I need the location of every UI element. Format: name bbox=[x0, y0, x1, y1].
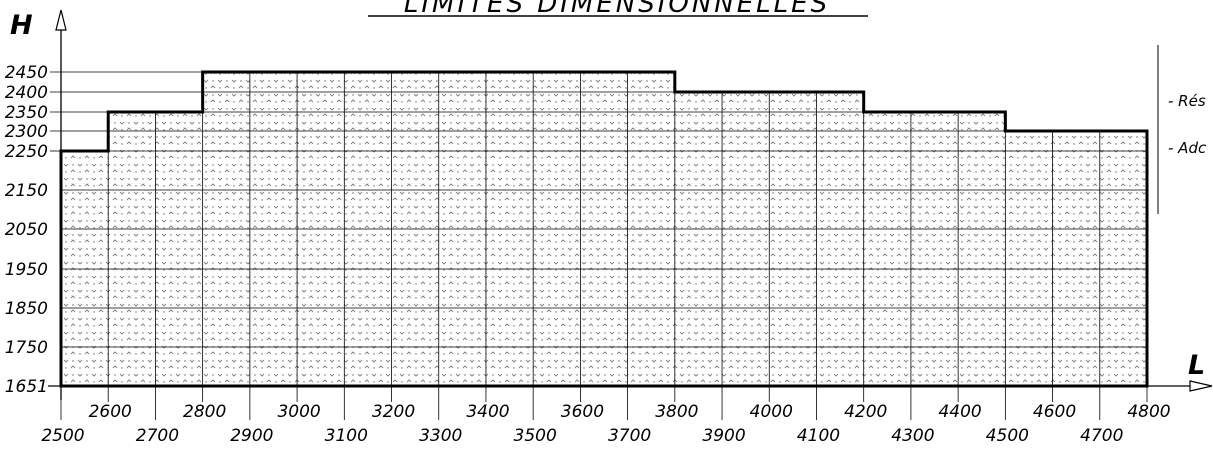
x-tick-label-3200: 3200 bbox=[372, 402, 415, 422]
x-tick-label-4200: 4200 bbox=[844, 402, 887, 422]
x-tick-label-3700: 3700 bbox=[608, 426, 651, 446]
x-tick-label-3100: 3100 bbox=[325, 426, 368, 446]
area-step-6 bbox=[1005, 131, 1147, 386]
envelope-outline bbox=[59, 70, 1149, 388]
x-axis-label: L bbox=[1188, 350, 1205, 381]
x-tick-label-3900: 3900 bbox=[702, 426, 745, 446]
y-tick-label-2250: 2250 bbox=[5, 142, 48, 162]
x-tick-label-2600: 2600 bbox=[89, 402, 132, 422]
x-tick-label-3600: 3600 bbox=[561, 402, 604, 422]
x-tick-label-2900: 2900 bbox=[230, 426, 273, 446]
y-tick-label-2350: 2350 bbox=[5, 103, 48, 123]
y-tick-label-1850: 1850 bbox=[5, 299, 48, 319]
x-tick-label-2800: 2800 bbox=[183, 402, 226, 422]
legend-item-1: - Rés bbox=[1168, 92, 1206, 110]
y-tick-label-2300: 2300 bbox=[5, 122, 48, 142]
y-tick-label-1651: 1651 bbox=[5, 377, 48, 397]
x-tick-label-4400: 4400 bbox=[938, 402, 981, 422]
y-tick-label-2150: 2150 bbox=[5, 181, 48, 201]
x-tick-label-3500: 3500 bbox=[514, 426, 557, 446]
y-tick-label-2400: 2400 bbox=[5, 83, 48, 103]
x-tick-label-4300: 4300 bbox=[891, 426, 934, 446]
legend-item-2: - Adc bbox=[1168, 139, 1207, 157]
area-step-5 bbox=[863, 112, 1006, 386]
chart-title: LIMITES DIMENSIONNELLES bbox=[404, 0, 830, 19]
x-tick-label-3400: 3400 bbox=[466, 402, 509, 422]
x-tick-label-3800: 3800 bbox=[655, 402, 698, 422]
x-tick-label-3300: 3300 bbox=[419, 426, 462, 446]
y-axis-arrow bbox=[55, 9, 67, 31]
y-tick-label-1750: 1750 bbox=[5, 338, 48, 358]
y-tick-label-2450: 2450 bbox=[5, 63, 48, 83]
x-tick-label-4500: 4500 bbox=[986, 426, 1029, 446]
x-tick-label-4000: 4000 bbox=[750, 402, 793, 422]
x-tick-label-4700: 4700 bbox=[1080, 426, 1123, 446]
x-tick-label-2700: 2700 bbox=[136, 426, 179, 446]
y-axis-label: H bbox=[10, 10, 33, 41]
area-step-1 bbox=[61, 151, 109, 386]
x-tick-label-3000: 3000 bbox=[277, 402, 320, 422]
x-tick-label-2500: 2500 bbox=[41, 426, 84, 446]
y-tick-label-1950: 1950 bbox=[5, 260, 48, 280]
x-axis-arrow bbox=[1189, 380, 1213, 392]
x-tick-label-4600: 4600 bbox=[1033, 402, 1076, 422]
x-tick-label-4800: 4800 bbox=[1127, 402, 1170, 422]
x-tick-label-4100: 4100 bbox=[797, 426, 840, 446]
y-tick-label-2050: 2050 bbox=[5, 220, 48, 240]
